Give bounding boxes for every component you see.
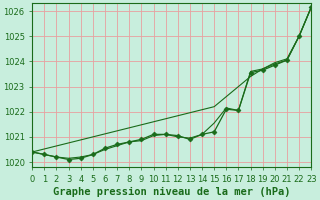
X-axis label: Graphe pression niveau de la mer (hPa): Graphe pression niveau de la mer (hPa) <box>53 186 291 197</box>
